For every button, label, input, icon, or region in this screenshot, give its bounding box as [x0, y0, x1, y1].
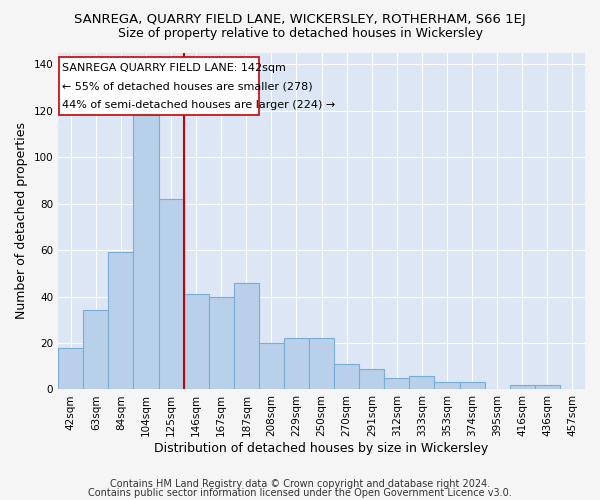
Text: Contains public sector information licensed under the Open Government Licence v3: Contains public sector information licen… — [88, 488, 512, 498]
Bar — [83, 310, 109, 390]
FancyBboxPatch shape — [59, 57, 259, 115]
Bar — [409, 376, 434, 390]
Y-axis label: Number of detached properties: Number of detached properties — [15, 122, 28, 320]
Bar — [58, 348, 83, 390]
Bar — [510, 385, 535, 390]
Text: ← 55% of detached houses are smaller (278): ← 55% of detached houses are smaller (27… — [62, 82, 313, 92]
Bar — [259, 343, 284, 390]
Text: SANREGA QUARRY FIELD LANE: 142sqm: SANREGA QUARRY FIELD LANE: 142sqm — [62, 63, 286, 73]
Bar — [284, 338, 309, 390]
Bar — [535, 385, 560, 390]
Text: Size of property relative to detached houses in Wickersley: Size of property relative to detached ho… — [118, 28, 482, 40]
Bar — [385, 378, 409, 390]
Text: Contains HM Land Registry data © Crown copyright and database right 2024.: Contains HM Land Registry data © Crown c… — [110, 479, 490, 489]
Text: SANREGA, QUARRY FIELD LANE, WICKERSLEY, ROTHERHAM, S66 1EJ: SANREGA, QUARRY FIELD LANE, WICKERSLEY, … — [74, 12, 526, 26]
Bar — [184, 294, 209, 390]
Bar — [234, 282, 259, 390]
Bar — [158, 199, 184, 390]
Text: 44% of semi-detached houses are larger (224) →: 44% of semi-detached houses are larger (… — [62, 100, 335, 110]
X-axis label: Distribution of detached houses by size in Wickersley: Distribution of detached houses by size … — [154, 442, 489, 455]
Bar — [460, 382, 485, 390]
Bar — [309, 338, 334, 390]
Bar — [209, 296, 234, 390]
Bar — [133, 115, 158, 390]
Bar — [434, 382, 460, 390]
Bar — [359, 368, 385, 390]
Bar — [334, 364, 359, 390]
Bar — [109, 252, 133, 390]
